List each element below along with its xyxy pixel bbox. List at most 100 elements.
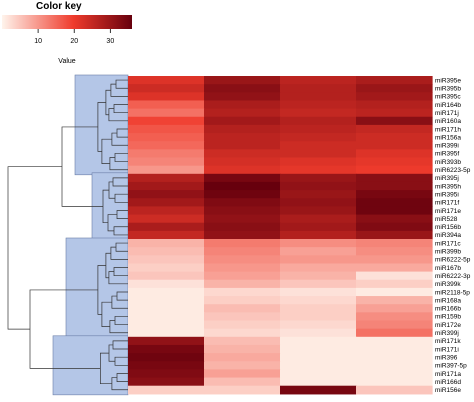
heatmap-cell [280,328,357,338]
heatmap-cell [356,320,433,330]
heatmap-cell [280,255,357,265]
heatmap-cell [356,84,433,93]
row-label: miR171j [435,110,459,117]
heatmap-cell [204,149,281,159]
heatmap-cell [280,149,357,159]
row-label: miR395h [435,183,461,190]
row-label: miR160a [435,118,461,125]
row-label: miR396 [435,354,458,361]
heatmap-cell [204,247,281,256]
row-label: miR395f [435,151,459,158]
row-label: miR171k [435,338,461,345]
column-label: S1 [161,401,171,402]
heatmap-cell [204,157,281,167]
heatmap-cell [128,206,205,216]
heatmap-cell [128,304,205,313]
heatmap-cell [280,369,357,379]
row-label: miR171f [435,200,459,207]
color-key-bar [2,15,132,29]
dendrogram-branch [99,352,112,385]
heatmap-cell [128,385,205,395]
heatmap-cell [280,312,357,322]
heatmap-cell [204,312,281,322]
row-dendrogram [7,79,128,391]
heatmap-cell [280,157,357,167]
heatmap-cell [204,287,281,297]
heatmap-cell [280,190,357,199]
heatmap-cell [204,263,281,273]
row-label: miR399k [435,281,461,288]
heatmap-cell [128,336,205,346]
heatmap-cell [128,287,205,297]
heatmap-cell [356,279,433,289]
color-key-xlabel: Value [58,58,75,65]
heatmap-cell [128,296,205,305]
row-label: miR395c [435,94,461,101]
heatmap-cell [356,255,433,265]
row-label: miR399j [435,330,459,337]
heatmap-cell [356,92,433,102]
heatmap-cell [204,116,281,126]
heatmap-cell [204,214,281,224]
row-labels: miR395emiR395bmiR395cmiR164bmiR171jmiR16… [435,77,471,394]
color-key-tick-label: 10 [34,38,42,45]
heatmap-cell [280,133,357,142]
cluster-boxes [52,74,129,396]
heatmap-cell [280,361,357,370]
heatmap-cell [356,312,433,322]
row-label: miR395e [435,77,461,84]
heatmap-cell [356,141,433,150]
heatmap-cell [128,173,205,183]
row-label: miR393b [435,159,461,166]
heatmap-cell [128,157,205,167]
heatmap-cell [356,222,433,232]
column-label: S3 [313,401,323,402]
row-label: miR395j [435,175,459,182]
heatmap-cell [280,239,357,248]
row-label: miR395b [435,86,461,93]
heatmap-cell [204,361,281,370]
row-label: miR159b [435,314,461,321]
dendrogram-branch [97,265,106,315]
heatmap-cell [356,369,433,379]
heatmap-cell [356,76,433,85]
heatmap-cell [280,141,357,150]
heatmap-cell [280,287,357,297]
heatmap-cell [128,141,205,150]
row-label: miR171h [435,126,461,133]
heatmap-cell [356,247,433,256]
heatmap-cell [128,84,205,93]
heatmap-cell [356,239,433,248]
heatmap-cell [128,320,205,330]
heatmap-cell [280,198,357,207]
row-label: miR172e [435,322,461,329]
heatmap-cell [204,353,281,362]
row-label: miR399b [435,249,461,256]
row-label: miR171a [435,371,461,378]
heatmap-cell [128,279,205,289]
heatmap-cell [356,263,433,273]
dendrogram-branch [7,166,62,330]
heatmap-cell [128,214,205,224]
column-label: S4 [389,401,399,402]
heatmap-cell [356,214,433,224]
heatmap-cell [356,124,433,134]
row-label: miR2118-5p [435,289,470,296]
heatmap-cell [356,190,433,199]
heatmap-cell [128,328,205,338]
row-label: miR171i [435,346,459,353]
heatmap-cell [128,361,205,370]
heatmap-cell [204,198,281,207]
heatmap-cell [204,296,281,305]
color-key-title: Color key [36,1,82,12]
row-label: miR395i [435,191,459,198]
heatmap-cell [356,198,433,207]
heatmap-cell [128,198,205,207]
heatmap-cell [356,206,433,216]
heatmap-cell [204,181,281,191]
heatmap-cell [280,100,357,110]
heatmap-cell [356,165,433,175]
heatmap-cell [128,165,205,175]
color-key-tick-label: 20 [70,38,78,45]
heatmap-cell [280,304,357,313]
